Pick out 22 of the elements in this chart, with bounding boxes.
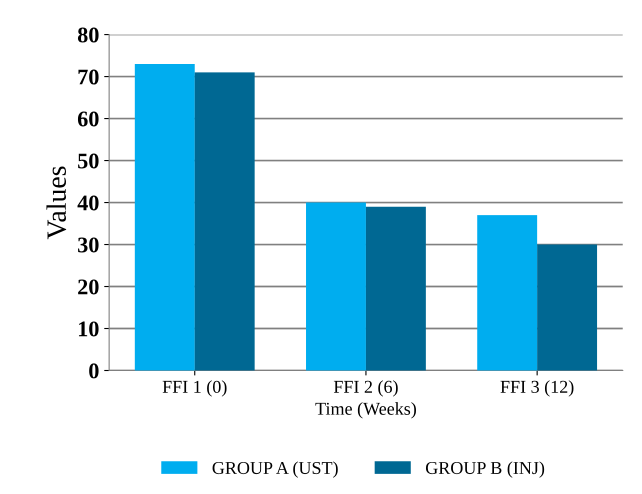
- y-tick-label: 0: [89, 363, 99, 378]
- legend-label: GROUP B (INJ): [426, 461, 544, 478]
- x-tick-label: FFI 2 (6): [334, 380, 398, 397]
- y-tick-label: 80: [78, 28, 99, 43]
- x-axis-title: Time (Weeks): [315, 402, 416, 419]
- bar: [134, 64, 195, 370]
- bar: [477, 215, 538, 370]
- y-tick-label: 50: [78, 153, 99, 168]
- y-tick-label: 30: [78, 237, 99, 252]
- bar: [537, 244, 598, 370]
- bar: [366, 206, 426, 370]
- y-tick-label: 10: [78, 321, 99, 336]
- bar: [306, 202, 366, 370]
- y-tick-label: 40: [78, 195, 99, 210]
- legend-label: GROUP A (UST): [212, 461, 338, 478]
- bar: [194, 72, 255, 370]
- y-tick-label: 60: [78, 111, 99, 126]
- y-tick-label: 70: [78, 70, 99, 84]
- x-tick-label: FFI 1 (0): [162, 380, 227, 397]
- y-axis-title: Values: [46, 166, 66, 240]
- x-tick-label: FFI 3 (12): [500, 380, 574, 397]
- y-tick-label: 20: [78, 279, 99, 294]
